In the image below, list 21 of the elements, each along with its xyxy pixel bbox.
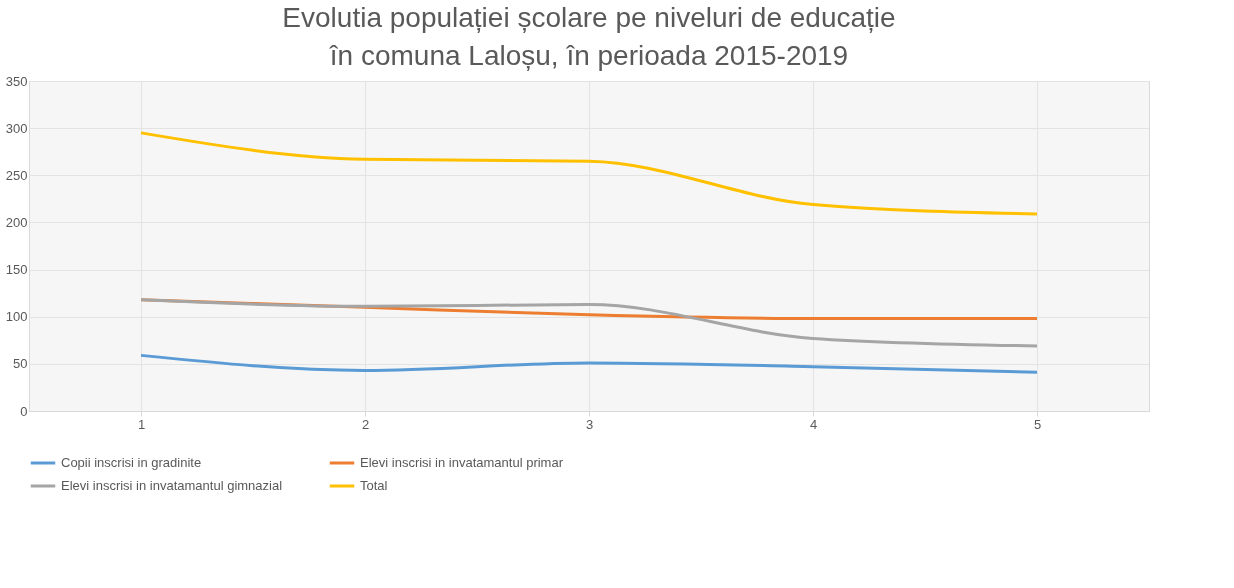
line-series	[139, 353, 1039, 374]
legend-label: Total	[360, 478, 388, 493]
y-tick-label: 0	[20, 403, 28, 419]
line-series	[139, 298, 1039, 348]
y-tick-label: 250	[5, 167, 28, 183]
y-tick-label: 350	[5, 73, 28, 89]
legend-label: Elevi inscrisi in invatamantul gimnazial	[61, 478, 283, 493]
line-series	[139, 131, 1039, 216]
legend-label: Copii inscrisi in gradinite	[61, 455, 202, 470]
y-tick-label: 300	[5, 120, 28, 136]
y-tick-label: 50	[13, 356, 28, 372]
y-tick-label: 200	[5, 214, 28, 230]
x-tick-label: 3	[585, 416, 594, 432]
y-tick-label: 100	[5, 309, 28, 325]
chart-title: Evolutia populației școlare pe niveluri de educație în comuna Laloșu, în perioada 2015-2019	[282, 2, 896, 71]
x-tick-label: 4	[809, 416, 818, 432]
x-tick-label: 2	[361, 416, 370, 432]
x-tick-label: 1	[137, 416, 146, 432]
y-tick-label: 150	[5, 262, 28, 278]
legend-label: Elevi inscrisi in invatamantul primar	[360, 455, 564, 470]
x-tick-label: 5	[1033, 416, 1042, 432]
